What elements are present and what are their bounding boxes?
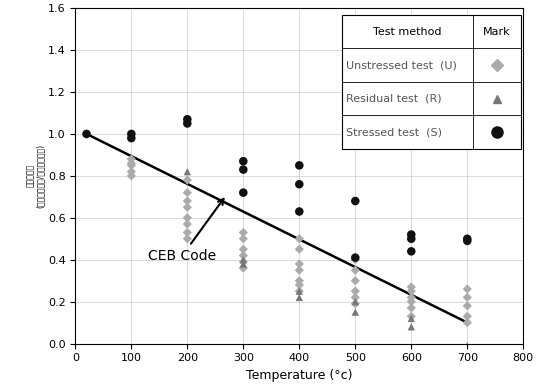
Point [463,303,472,309]
Point [351,278,359,284]
Point [295,282,303,288]
Point [407,295,415,301]
Point [183,190,192,196]
Point [407,236,415,242]
Point [183,177,192,183]
Point [239,229,247,235]
Point [183,204,192,210]
Point [127,160,136,166]
Point [463,236,472,242]
Point [351,254,359,261]
Point [183,215,192,221]
Point [183,236,192,242]
Text: Unstressed test  (U): Unstressed test (U) [346,60,457,70]
Point [351,295,359,301]
Point [295,208,303,215]
Point [407,288,415,294]
Text: Mark: Mark [483,27,511,37]
Point [127,156,136,162]
Point [239,236,247,242]
Point [239,190,247,196]
Point [82,131,91,137]
Point [351,198,359,204]
Point [183,221,192,227]
Point [239,265,247,271]
Point [351,309,359,315]
Text: Residual test  (R): Residual test (R) [346,94,442,104]
Point [239,259,247,265]
Point [183,116,192,122]
Point [295,278,303,284]
X-axis label: Temperature (°c): Temperature (°c) [246,369,352,382]
Point [463,238,472,244]
Point [295,261,303,267]
Point [127,173,136,179]
Point [295,246,303,252]
Text: CEB Code: CEB Code [148,199,223,263]
Point [351,267,359,273]
Point [239,166,247,173]
Point [127,135,136,141]
Point [295,267,303,273]
Point [407,313,415,319]
Point [239,246,247,252]
Point [295,295,303,301]
Point [295,236,303,242]
Point [239,158,247,164]
Point [127,162,136,168]
Point [407,248,415,254]
Point [351,301,359,307]
Point [407,315,415,322]
Point [407,324,415,330]
Point [407,298,415,305]
Y-axis label: 탄성계수비
(고온탄성계수/상온탄성계수): 탄성계수비 (고온탄성계수/상온탄성계수) [26,144,45,208]
Point [351,298,359,305]
Point [183,120,192,127]
Point [183,169,192,175]
Text: Stressed test  (S): Stressed test (S) [346,127,442,137]
Point [295,181,303,187]
Point [463,295,472,301]
Point [239,257,247,263]
FancyBboxPatch shape [342,15,521,149]
Point [82,131,91,137]
Point [295,162,303,168]
Point [183,229,192,235]
Point [407,305,415,311]
Point [463,286,472,292]
Point [463,342,472,349]
Point [239,252,247,259]
Point [183,198,192,204]
Point [463,320,472,326]
Point [127,169,136,175]
Point [407,284,415,290]
Point [407,232,415,238]
Point [295,288,303,294]
Point [295,288,303,294]
Point [127,131,136,137]
Point [351,257,359,263]
Point [351,288,359,294]
Point [463,313,472,319]
Point [239,261,247,267]
Text: Test method: Test method [373,27,442,37]
